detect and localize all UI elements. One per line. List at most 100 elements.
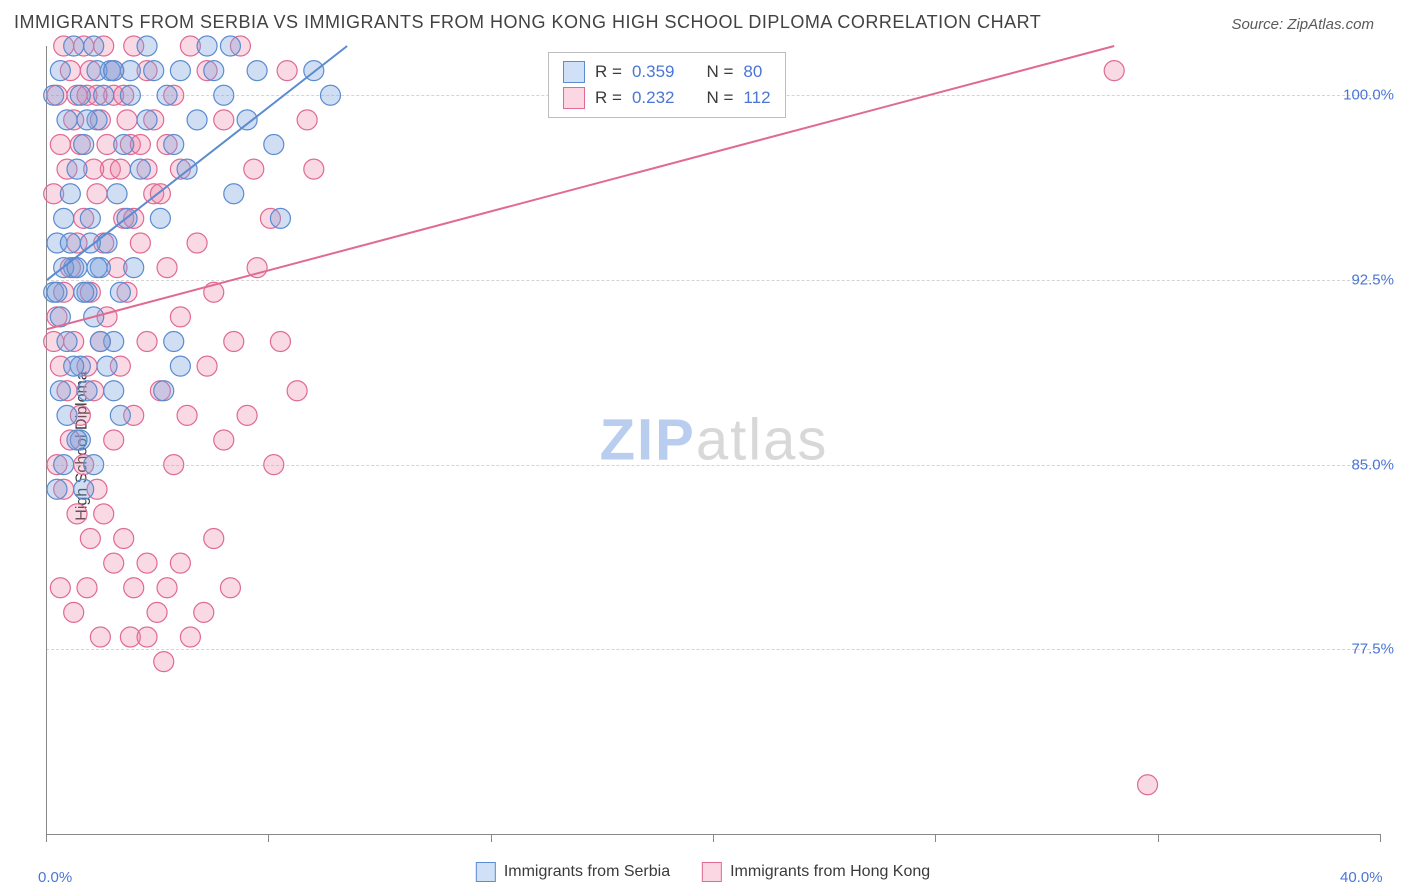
data-point: [90, 332, 110, 352]
data-point: [224, 184, 244, 204]
data-point: [104, 430, 124, 450]
data-point: [64, 602, 84, 622]
ytick-label: 77.5%: [1351, 641, 1394, 658]
xtick-mark: [1380, 834, 1381, 842]
data-point: [94, 85, 114, 105]
stats-r-value: 0.359: [632, 62, 675, 82]
data-point: [157, 85, 177, 105]
data-point: [47, 282, 67, 302]
data-point: [170, 61, 190, 81]
data-point: [114, 135, 134, 155]
data-point: [214, 85, 234, 105]
data-point: [67, 504, 87, 524]
data-point: [137, 332, 157, 352]
data-point: [157, 258, 177, 278]
legend-swatch-serbia: [476, 862, 496, 882]
data-point: [237, 405, 257, 425]
data-point: [137, 36, 157, 56]
data-point: [60, 233, 80, 253]
data-point: [1104, 61, 1124, 81]
stats-row: R = 0.359N = 80: [563, 59, 771, 85]
data-point: [110, 282, 130, 302]
data-point: [104, 381, 124, 401]
data-point: [144, 61, 164, 81]
x-axis-right-label: 40.0%: [1340, 869, 1383, 886]
data-point: [57, 110, 77, 130]
data-point: [264, 135, 284, 155]
stats-n-value: 80: [743, 62, 762, 82]
data-point: [50, 61, 70, 81]
data-point: [154, 381, 174, 401]
stats-n-label: N =: [706, 88, 733, 108]
data-point: [80, 529, 100, 549]
correlation-stats-box: R = 0.359N = 80R = 0.232N = 112: [548, 52, 786, 118]
data-point: [110, 159, 130, 179]
data-point: [120, 85, 140, 105]
legend-swatch-hongkong: [702, 862, 722, 882]
data-point: [164, 135, 184, 155]
data-point: [247, 61, 267, 81]
data-point: [1138, 775, 1158, 795]
data-point: [50, 381, 70, 401]
data-point: [67, 159, 87, 179]
data-point: [320, 85, 340, 105]
data-point: [54, 455, 74, 475]
stats-r-label: R =: [595, 88, 622, 108]
data-point: [170, 307, 190, 327]
data-point: [147, 602, 167, 622]
data-point: [124, 578, 144, 598]
data-point: [80, 208, 100, 228]
data-point: [60, 184, 80, 204]
data-point: [124, 258, 144, 278]
data-point: [220, 578, 240, 598]
legend-label-serbia: Immigrants from Serbia: [504, 863, 670, 881]
data-point: [97, 356, 117, 376]
data-point: [50, 578, 70, 598]
stats-swatch: [563, 61, 585, 83]
ytick-label: 100.0%: [1343, 87, 1394, 104]
xtick-mark: [46, 834, 47, 842]
data-point: [64, 356, 84, 376]
data-point: [44, 85, 64, 105]
data-point: [67, 258, 87, 278]
data-point: [87, 184, 107, 204]
data-point: [270, 208, 290, 228]
data-point: [164, 332, 184, 352]
data-point: [197, 356, 217, 376]
scatter-svg: [47, 46, 1381, 834]
data-point: [287, 381, 307, 401]
data-point: [204, 61, 224, 81]
data-point: [70, 85, 90, 105]
x-axis-left-label: 0.0%: [38, 869, 72, 886]
xtick-mark: [491, 834, 492, 842]
data-point: [57, 405, 77, 425]
data-point: [104, 61, 124, 81]
data-point: [224, 332, 244, 352]
data-point: [54, 208, 74, 228]
data-point: [170, 356, 190, 376]
data-point: [304, 159, 324, 179]
stats-swatch: [563, 87, 585, 109]
data-point: [130, 159, 150, 179]
data-point: [157, 578, 177, 598]
data-point: [154, 652, 174, 672]
stats-r-value: 0.232: [632, 88, 675, 108]
data-point: [197, 36, 217, 56]
ytick-label: 85.0%: [1351, 456, 1394, 473]
data-point: [87, 258, 107, 278]
data-point: [264, 455, 284, 475]
legend-item-hongkong: Immigrants from Hong Kong: [702, 862, 930, 882]
data-point: [74, 479, 94, 499]
data-point: [187, 233, 207, 253]
data-point: [47, 479, 67, 499]
ytick-label: 92.5%: [1351, 271, 1394, 288]
stats-row: R = 0.232 N = 112: [563, 85, 771, 111]
stats-n-value: 112: [743, 88, 770, 108]
data-point: [170, 553, 190, 573]
data-point: [214, 110, 234, 130]
data-point: [84, 36, 104, 56]
data-point: [114, 529, 134, 549]
xtick-mark: [935, 834, 936, 842]
stats-r-label: R =: [595, 62, 622, 82]
data-point: [237, 110, 257, 130]
